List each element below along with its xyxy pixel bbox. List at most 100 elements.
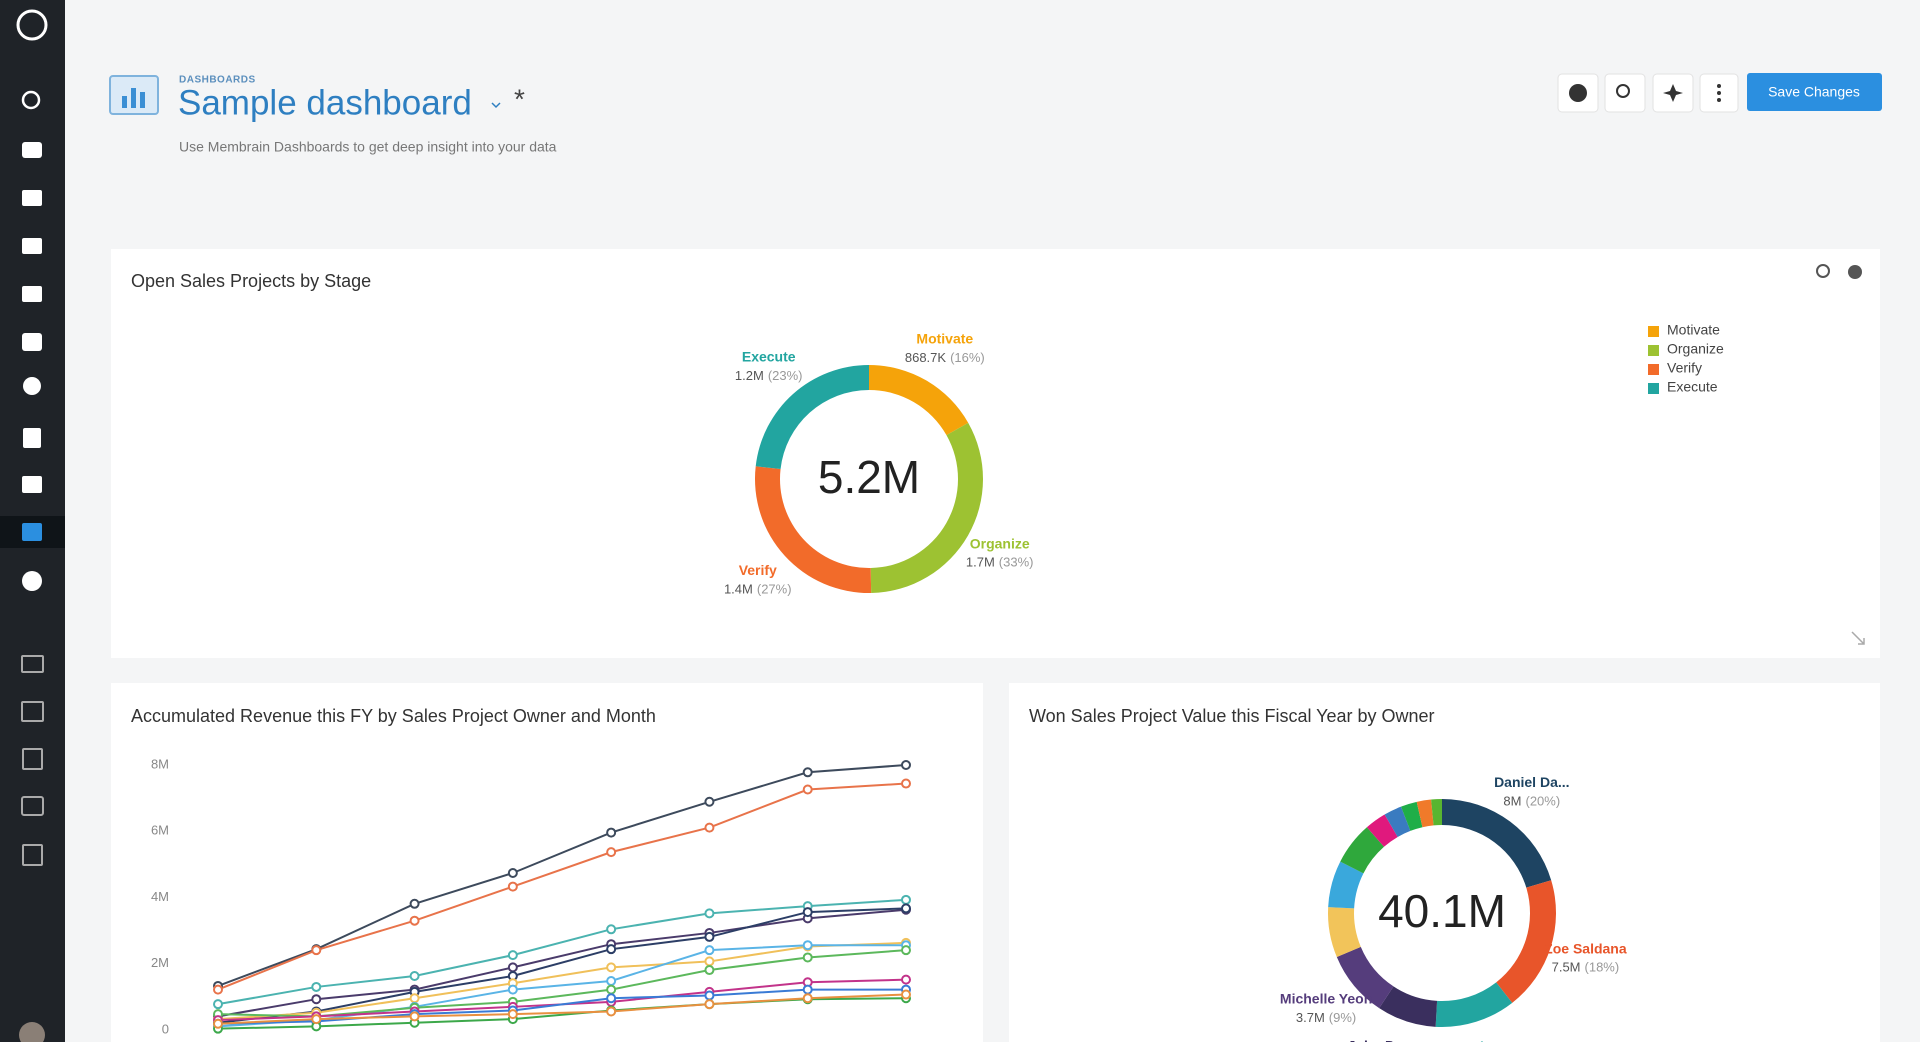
data-point [311,981,322,992]
data-point [507,881,518,892]
legend-label: Verify [1667,360,1702,376]
legend-label: Motivate [1667,322,1720,338]
tasks-icon[interactable] [22,748,43,770]
value-label: 1.2M [735,368,764,383]
data-point [507,867,518,878]
series-line [217,907,907,1024]
data-point [606,1006,617,1017]
percent-label: (23%) [768,368,803,383]
donut-segment [1496,880,1556,1003]
donut-segment [755,364,869,470]
contacts-icon[interactable] [23,377,41,395]
title-dropdown[interactable] [491,102,501,109]
save-button[interactable] [1747,73,1882,111]
series-line [217,782,907,991]
data-point [606,984,617,995]
series-line [217,993,907,1025]
data-point [311,994,322,1005]
data-point [606,993,617,1004]
donut-segment [1340,827,1385,874]
dashboard-title[interactable]: Sample dashboard [178,83,472,122]
card [1009,683,1880,1042]
donut-segment [869,365,969,436]
mail-icon[interactable] [21,655,44,673]
activity-icon[interactable] [22,476,42,493]
segment-label: Organize [970,535,1030,551]
segment-value: 7.5M (18%) [1552,960,1620,975]
percent-label: (27%) [757,582,792,597]
segment-value: 1.7M (33%) [966,555,1034,570]
briefcase-icon[interactable] [22,238,42,254]
dashboard-icon[interactable] [22,523,42,541]
segment-label: Zoe Saldana [1544,940,1627,956]
segment-label: Execute [742,349,796,365]
data-point [409,1011,420,1022]
card [111,249,1880,658]
donut-segment [1416,799,1434,828]
donut-segment [1384,806,1411,837]
chat-icon[interactable] [21,796,44,816]
report-icon[interactable] [22,844,43,866]
notes-icon[interactable] [22,333,42,351]
data-point [704,990,715,1001]
segment-label: Michelle Yeoh [1280,991,1372,1007]
more-dot [1717,91,1721,95]
data-point [704,931,715,942]
segment-value: 8M (20%) [1503,794,1560,809]
binoculars-icon[interactable] [22,142,42,158]
data-point [802,784,813,795]
value-label: 1.4M [724,582,753,597]
legend-swatch [1648,383,1659,394]
data-point [311,945,322,956]
segment-label: Daniel Da... [1494,774,1569,790]
data-point [901,974,911,985]
more-dot [1717,98,1721,102]
series-line [217,898,907,1006]
card-title: Won Sales Project Value this Fiscal Year… [1029,706,1435,726]
book-icon[interactable] [23,428,41,448]
segment-label: Verify [739,562,777,578]
segment-value: 868.7K (16%) [905,350,985,365]
value-label: 1.7M [966,555,995,570]
legend-swatch [1648,345,1659,356]
data-point [802,984,813,995]
settings-icon[interactable] [1848,265,1862,279]
add-icon [1569,84,1587,102]
donut-segment [1336,946,1394,1009]
subtitle: Use Membrain Dashboards to get deep insi… [179,139,557,155]
value-label: 8M [1503,794,1521,809]
search-icon[interactable] [21,90,41,110]
settings-icon[interactable] [22,571,42,591]
logo[interactable] [16,9,48,41]
data-point [606,827,617,838]
data-point [802,940,813,951]
save-button-label[interactable]: Save Changes [1768,84,1860,100]
resize-handle[interactable] [1851,631,1865,645]
segment-value: 1.4M (27%) [724,582,792,597]
wallet-icon[interactable] [22,190,42,206]
zoom-icon[interactable] [1816,264,1830,278]
value-label: 7.5M [1552,960,1581,975]
donut-segment [1328,861,1364,909]
search-button[interactable] [1604,73,1646,113]
header: DASHBOARDS Sample dashboard * Use Membra… [109,73,1882,155]
more-dot [1717,84,1721,88]
segment-label: Meryl Stre... [1447,1038,1526,1042]
series-line [217,764,907,987]
percent-label: (18%) [1585,960,1620,975]
data-point [704,822,715,833]
data-point [409,915,420,926]
segment-value: 3.7M (9%) [1296,1010,1356,1025]
search-icon [1616,84,1630,98]
y-tick-label: 4M [151,889,169,904]
data-point [213,1018,223,1029]
data-point [409,993,420,1004]
breadcrumb[interactable]: DASHBOARDS [179,75,256,86]
calendar-icon[interactable] [21,701,44,722]
avatar[interactable] [19,1022,45,1042]
data-point [213,999,223,1010]
ticket-icon[interactable] [22,286,42,302]
data-point [704,965,715,976]
